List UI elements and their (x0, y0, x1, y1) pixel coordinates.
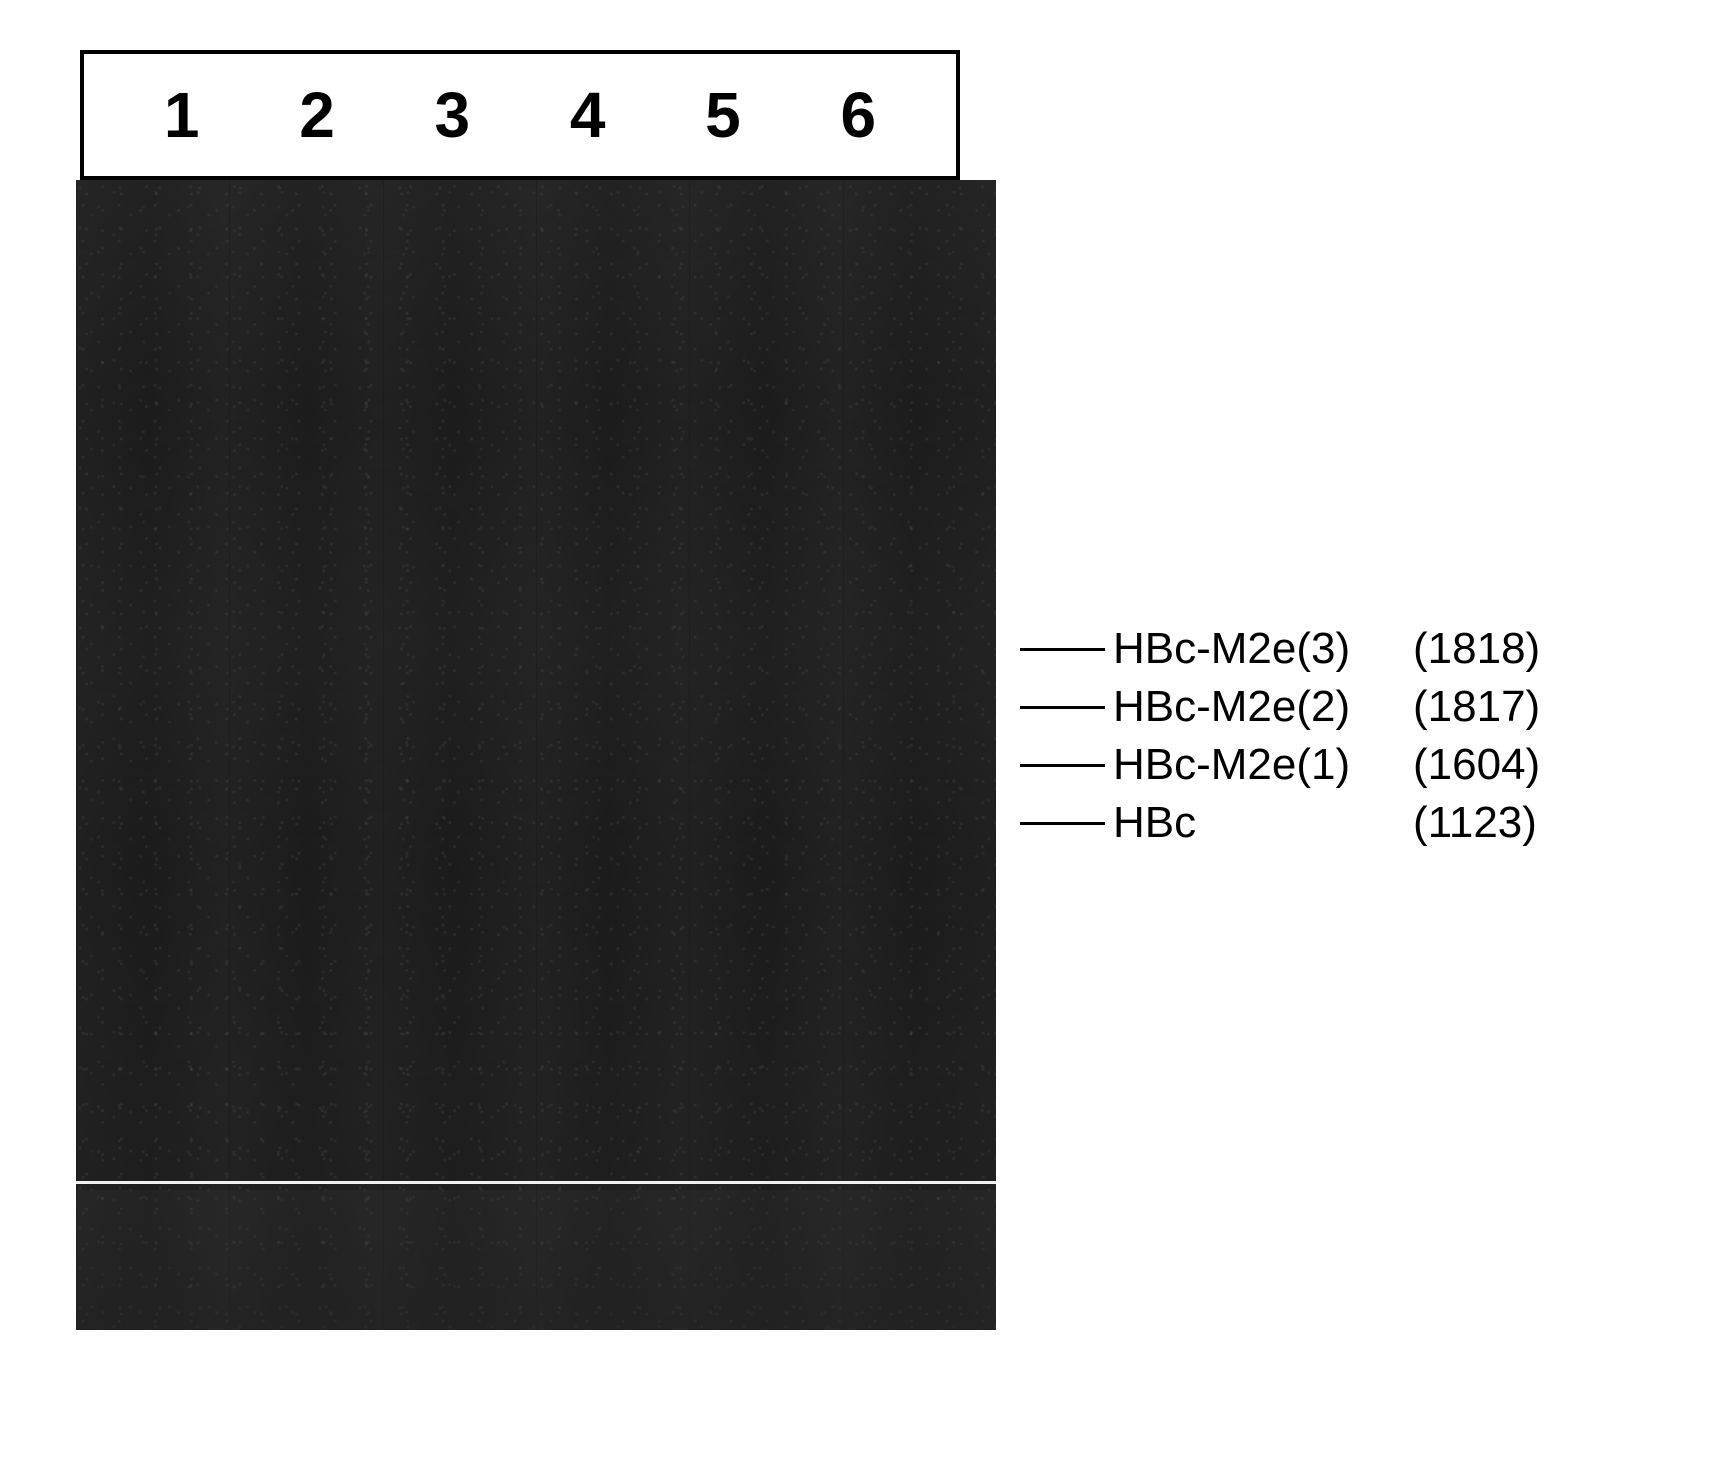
legend-entry: HBc (1123) (1020, 794, 1540, 852)
lane-number-1: 1 (114, 78, 249, 152)
legend-entry: HBc-M2e(1) (1604) (1020, 736, 1540, 794)
legend-size: (1604) (1413, 740, 1540, 790)
gel-bright-band (76, 1181, 996, 1184)
gel-image (76, 180, 996, 1330)
lane-number-2: 2 (249, 78, 384, 152)
lane-number-6: 6 (791, 78, 926, 152)
legend-size: (1818) (1413, 624, 1540, 674)
legend-label: HBc-M2e(2) (1113, 682, 1393, 732)
legend-marker-line (1020, 764, 1105, 767)
legend-size: (1817) (1413, 682, 1540, 732)
legend-label: HBc (1113, 798, 1393, 848)
lane-number-3: 3 (385, 78, 520, 152)
legend-marker-line (1020, 706, 1105, 709)
gel-figure: 1 2 3 4 5 6 (80, 50, 996, 1330)
legend-marker-line (1020, 648, 1105, 651)
lane-header: 1 2 3 4 5 6 (80, 50, 960, 180)
lane-number-5: 5 (655, 78, 790, 152)
legend-entry: HBc-M2e(2) (1817) (1020, 678, 1540, 736)
legend-marker-line (1020, 822, 1105, 825)
band-legend: HBc-M2e(3) (1818) HBc-M2e(2) (1817) HBc-… (1020, 620, 1540, 852)
gel-bottom-region (76, 1190, 996, 1330)
lane-number-4: 4 (520, 78, 655, 152)
legend-label: HBc-M2e(3) (1113, 624, 1393, 674)
legend-entry: HBc-M2e(3) (1818) (1020, 620, 1540, 678)
gel-noise-overlay (76, 180, 996, 1330)
legend-label: HBc-M2e(1) (1113, 740, 1393, 790)
legend-size: (1123) (1413, 798, 1537, 848)
